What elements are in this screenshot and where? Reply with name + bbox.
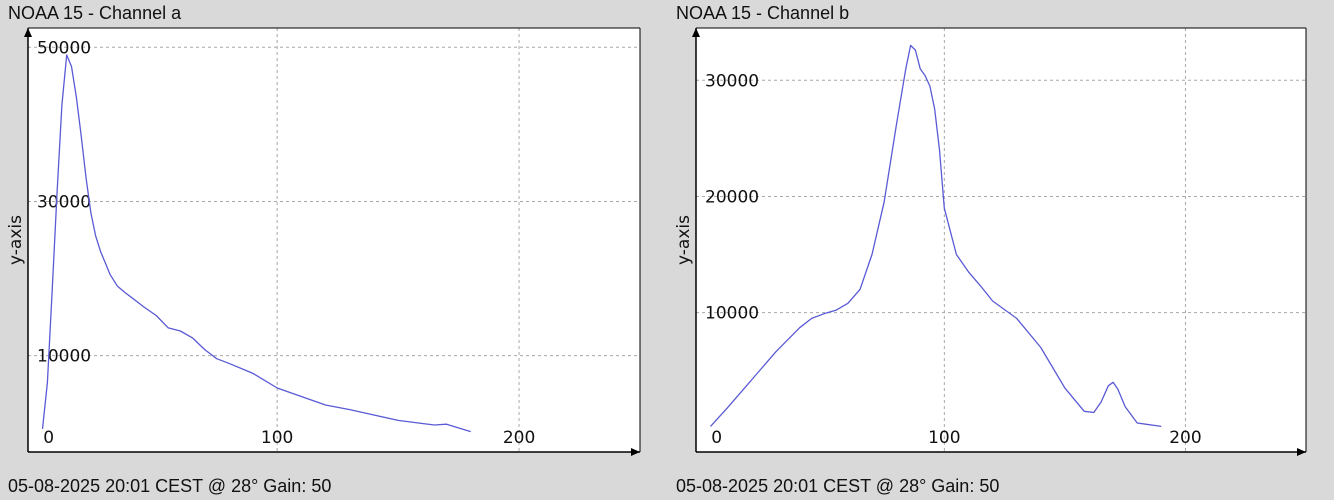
y-tick-label: 30000 — [37, 192, 91, 212]
x-axis-arrow-icon — [631, 448, 640, 456]
x-tick-label: 200 — [503, 428, 535, 448]
chart-a: 0 100 200 10000 30000 50000 y-axis — [6, 27, 641, 456]
chart-panel-a: NOAA 15 - Channel a 0 100 200 10000 30000 500… — [0, 0, 641, 500]
series-line — [710, 44, 1162, 428]
y-tick-label: 50000 — [37, 38, 91, 58]
y-tick-label: 20000 — [705, 187, 759, 207]
chart-panel-b: NOAA 15 - Channel b 0 100 200 10000 20000 300… — [668, 0, 1308, 500]
y-tick-label: 10000 — [37, 347, 91, 367]
x-tick-label: 100 — [928, 428, 960, 448]
x-tick-label: 200 — [1169, 428, 1201, 448]
chart-footer-b: 05-08-2025 20:01 CEST @ 28° Gain: 50 — [676, 476, 1000, 496]
y-axis-label: y-axis — [674, 215, 694, 265]
y-axis-label: y-axis — [6, 215, 26, 265]
x-tick-label: 0 — [43, 428, 54, 448]
y-tick-label: 30000 — [705, 71, 759, 91]
x-axis-arrow-icon — [1297, 448, 1306, 456]
chart-b: 0 100 200 10000 20000 30000 y-axis — [674, 27, 1307, 456]
y-axis-arrow-icon — [24, 28, 32, 37]
plot-area — [28, 28, 640, 452]
x-tick-label: 0 — [711, 428, 722, 448]
chart-title-b: NOAA 15 - Channel b — [676, 3, 850, 23]
y-axis-arrow-icon — [692, 28, 700, 37]
plot-area — [696, 28, 1306, 452]
chart-footer-a: 05-08-2025 20:01 CEST @ 28° Gain: 50 — [8, 476, 332, 496]
x-tick-label: 100 — [261, 428, 293, 448]
y-tick-label: 10000 — [705, 304, 759, 324]
chart-title-a: NOAA 15 - Channel a — [8, 3, 182, 23]
series-line — [41, 54, 471, 433]
